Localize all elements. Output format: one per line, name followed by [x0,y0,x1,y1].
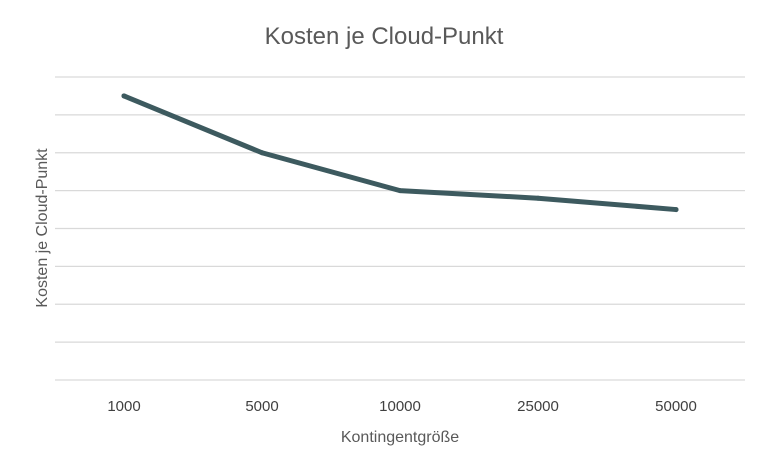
x-tick-label: 1000 [107,398,140,415]
data-point [673,207,679,213]
y-axis-label: Kosten je Cloud-Punkt [34,148,51,308]
x-tick-label: 25000 [517,398,559,415]
x-tick-label: 10000 [379,398,421,415]
x-tick-labels: 1000 5000 10000 25000 50000 [107,398,697,415]
series-layer [121,93,679,213]
data-point [535,195,541,201]
chart-title: Kosten je Cloud-Punkt [265,23,504,50]
data-point [397,188,403,194]
x-axis-label: Kontingentgröße [341,429,459,446]
gridlines [55,76,745,381]
x-tick-label: 50000 [655,398,697,415]
x-tick-label: 5000 [245,398,278,415]
data-point [121,93,127,99]
data-point [259,150,265,156]
